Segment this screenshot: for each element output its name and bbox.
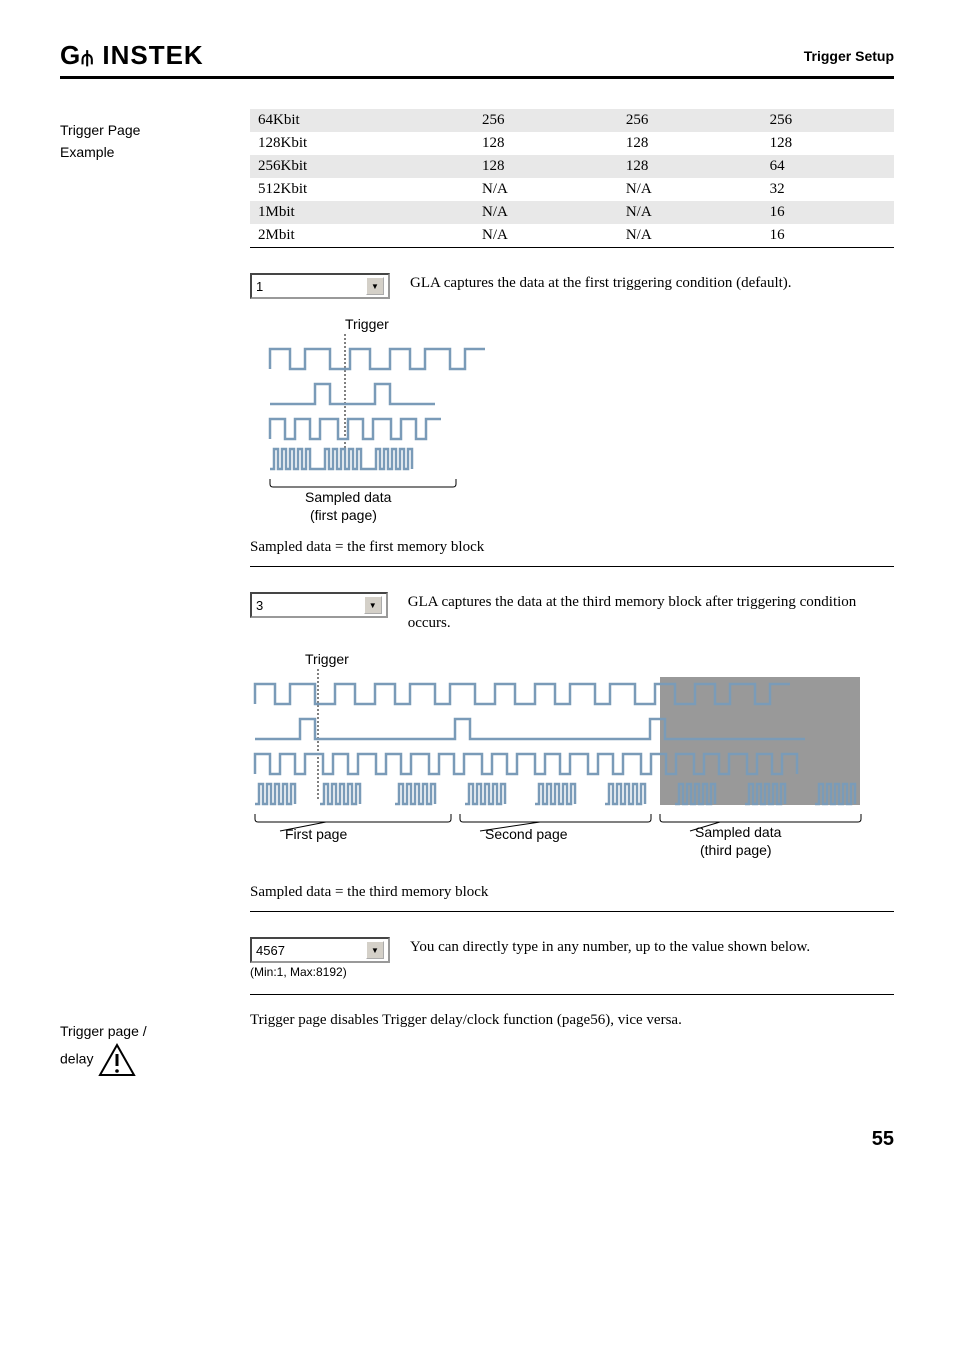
table-row: 128Kbit 128 128 128	[250, 132, 894, 155]
section-label-trigger-delay: Trigger page / delay	[60, 1020, 230, 1078]
cell: 256	[762, 109, 894, 132]
first-page-label-2: First page	[285, 826, 347, 842]
dropdown-range: (Min:1, Max:8192)	[250, 965, 390, 979]
cell: 128	[474, 132, 618, 155]
cell: N/A	[618, 201, 762, 224]
table-row: 256Kbit 128 128 64	[250, 155, 894, 178]
page-header: G⫛ INSTEK Trigger Setup	[60, 40, 894, 79]
label-line: delay	[60, 1051, 93, 1067]
label-line: Example	[60, 141, 230, 163]
cell: 256	[474, 109, 618, 132]
description-3: You can directly type in any number, up …	[410, 937, 810, 958]
trigger-diagram-2: Trigger	[250, 649, 870, 869]
description-1: GLA captures the data at the first trigg…	[410, 273, 792, 294]
description-4: Trigger page disables Trigger delay/cloc…	[250, 1010, 894, 1031]
cell: 1Mbit	[250, 201, 474, 224]
second-page-label: Second page	[485, 826, 568, 842]
label-line: Trigger page /	[60, 1020, 230, 1042]
cell: 128Kbit	[250, 132, 474, 155]
cell: 32	[762, 178, 894, 201]
label-line: Trigger Page	[60, 119, 230, 141]
cell: N/A	[474, 224, 618, 248]
table-row: 64Kbit 256 256 256	[250, 109, 894, 132]
first-page-label: (first page)	[310, 507, 377, 523]
cell: 16	[762, 201, 894, 224]
logo: G⫛ INSTEK	[60, 40, 204, 71]
dropdown-value: 1	[256, 279, 263, 294]
cell: N/A	[618, 178, 762, 201]
caption-1: Sampled data = the first memory block	[250, 539, 894, 567]
trigger-label: Trigger	[345, 316, 389, 332]
cell: N/A	[474, 201, 618, 224]
table-row: 1Mbit N/A N/A 16	[250, 201, 894, 224]
cell: 256Kbit	[250, 155, 474, 178]
page-number: 55	[60, 1128, 894, 1151]
dropdown-arrow-icon[interactable]: ▼	[364, 596, 382, 614]
third-page-label: (third page)	[700, 842, 772, 858]
cell: 16	[762, 224, 894, 248]
section-label-trigger-page: Trigger Page Example	[60, 119, 230, 164]
sampled-data-label-2: Sampled data	[695, 824, 782, 840]
table-row: 2Mbit N/A N/A 16	[250, 224, 894, 248]
trigger-diagram-1: Trigger Sampled data (first page)	[250, 314, 530, 524]
caption-2: Sampled data = the third memory block	[250, 884, 894, 912]
header-title: Trigger Setup	[804, 48, 894, 64]
description-2: GLA captures the data at the third memor…	[408, 592, 894, 634]
dropdown-value: 4567	[256, 943, 285, 958]
table-row: 512Kbit N/A N/A 32	[250, 178, 894, 201]
cell: 64	[762, 155, 894, 178]
memory-table: 64Kbit 256 256 256 128Kbit 128 128 128 2…	[250, 109, 894, 248]
dropdown-value: 3	[256, 598, 263, 613]
cell: 2Mbit	[250, 224, 474, 248]
dropdown-arrow-icon[interactable]: ▼	[366, 941, 384, 959]
cell: 128	[618, 155, 762, 178]
cell: 128	[762, 132, 894, 155]
trigger-label-2: Trigger	[305, 651, 349, 667]
dropdown-arrow-icon[interactable]: ▼	[366, 277, 384, 295]
cell: 256	[618, 109, 762, 132]
cell: 128	[474, 155, 618, 178]
cell: 128	[618, 132, 762, 155]
cell: 64Kbit	[250, 109, 474, 132]
trigger-page-dropdown-1[interactable]: 1 ▼	[250, 273, 390, 299]
cell: 512Kbit	[250, 178, 474, 201]
sampled-data-label: Sampled data	[305, 489, 392, 505]
trigger-page-dropdown-4567[interactable]: 4567 ▼	[250, 937, 390, 963]
warning-icon	[97, 1042, 137, 1078]
cell: N/A	[618, 224, 762, 248]
cell: N/A	[474, 178, 618, 201]
trigger-page-dropdown-3[interactable]: 3 ▼	[250, 592, 388, 618]
